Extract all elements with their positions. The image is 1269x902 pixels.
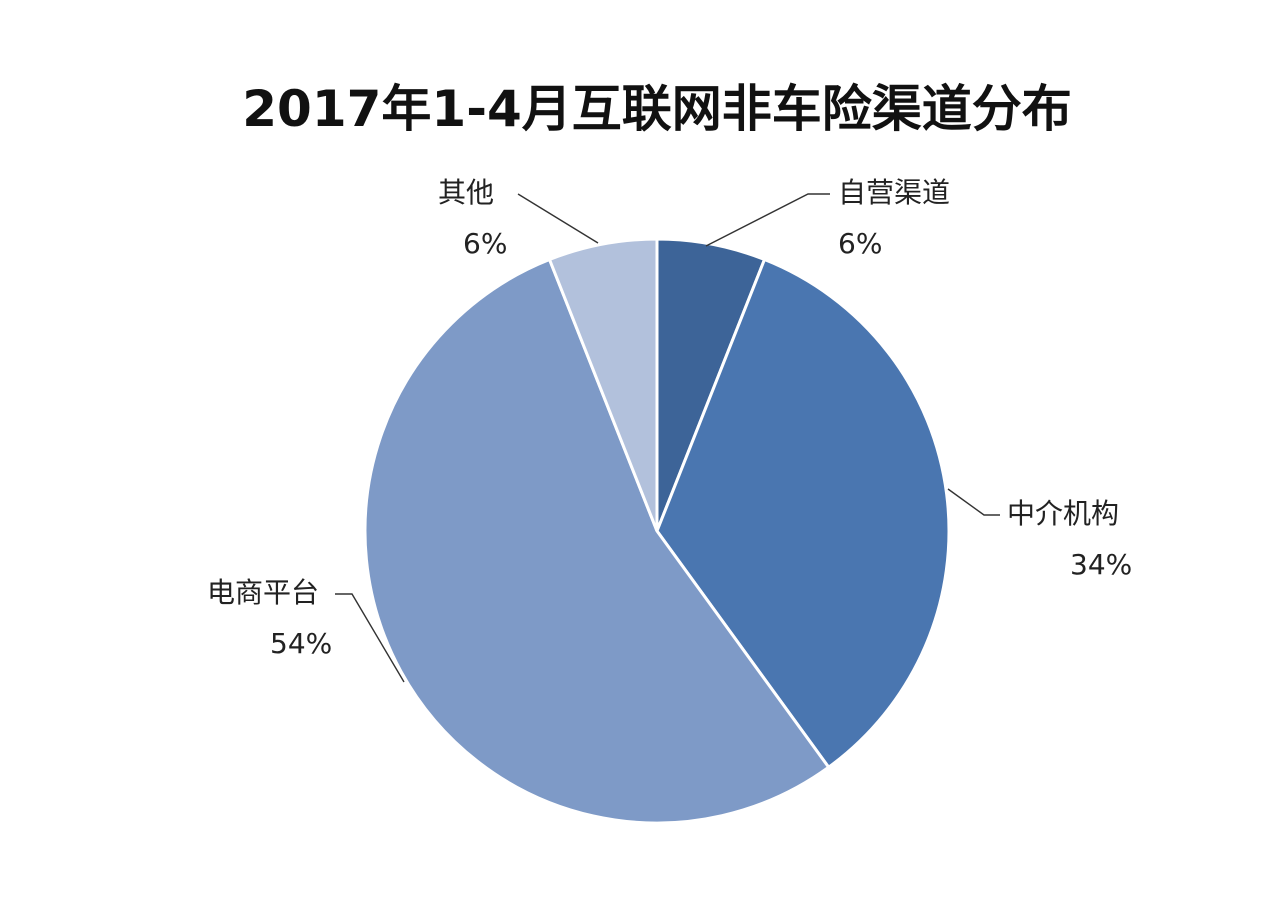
slice-value-label: 54% [270, 627, 332, 660]
slice-value-label: 34% [1070, 548, 1132, 581]
leader-line [335, 593, 405, 683]
pie-slices [363, 237, 951, 825]
slice-labels: 自营渠道 6% 中介机构 34% 电商平台 54% 其他 6% [207, 176, 1132, 660]
leader-lines [335, 193, 1000, 683]
slice-label: 其他 [438, 176, 494, 209]
chart-title: 2017年1-4月互联网非车险渠道分布 [242, 80, 1072, 138]
leader-line [705, 193, 830, 247]
slice-value-label: 6% [463, 227, 507, 260]
slice-label: 电商平台 [207, 576, 319, 609]
leader-line [947, 488, 1000, 516]
leader-line [517, 193, 599, 244]
slice-label: 自营渠道 [838, 176, 950, 209]
slice-value-label: 6% [838, 227, 882, 260]
slice-label: 中介机构 [1007, 497, 1119, 530]
pie-outline [364, 238, 950, 824]
